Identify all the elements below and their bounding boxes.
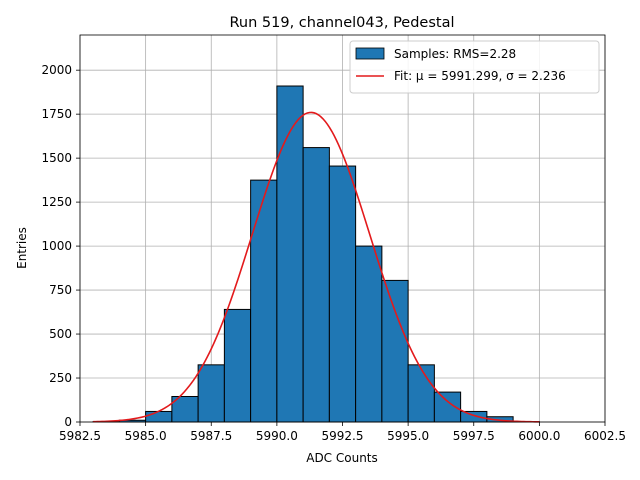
y-tick-label: 2000 [41, 63, 72, 77]
histogram-bar [250, 179, 278, 423]
y-axis-label: Entries [15, 227, 29, 269]
chart-title: Run 519, channel043, Pedestal [229, 15, 454, 31]
histogram-bar [328, 165, 357, 423]
legend-label-fit: Fit: μ = 5991.299, σ = 2.236 [394, 69, 566, 83]
y-tick-label: 750 [49, 283, 72, 297]
y-tick-label: 500 [49, 327, 72, 341]
legend: Samples: RMS=2.28 Fit: μ = 5991.299, σ =… [349, 40, 600, 94]
histogram-bar [381, 279, 409, 423]
y-tick-label: 250 [49, 371, 72, 385]
x-tick-label: 5982.5 [59, 429, 101, 443]
legend-patch-samples [355, 47, 385, 60]
x-tick-label: 6000.0 [518, 429, 560, 443]
x-tick-label: 5995.0 [387, 429, 429, 443]
y-tick-label: 1500 [41, 151, 72, 165]
histogram-bar [223, 308, 252, 423]
y-tick-label: 1250 [41, 195, 72, 209]
y-axis-ticks: 0 250 500 750 1000 1250 1500 1750 2000 [41, 63, 80, 429]
histogram-bar [276, 85, 304, 423]
histogram-bars [92, 85, 540, 423]
legend-label-samples: Samples: RMS=2.28 [394, 47, 516, 61]
x-tick-label: 5992.5 [322, 429, 364, 443]
histogram-bar [197, 364, 225, 423]
x-axis-ticks: 5982.5 5985.0 5987.5 5990.0 5992.5 5995.0 5997… [59, 422, 626, 443]
x-tick-label: 5990.0 [256, 429, 298, 443]
x-tick-label: 5985.0 [125, 429, 167, 443]
fit-curve [93, 111, 540, 423]
histogram-bar [302, 147, 330, 423]
legend-box [349, 40, 600, 94]
histogram-bar [407, 364, 435, 423]
y-tick-label: 1000 [41, 239, 72, 253]
x-tick-label: 5997.5 [453, 429, 495, 443]
x-axis-label: ADC Counts [306, 451, 378, 465]
y-tick-label: 1750 [41, 107, 72, 121]
x-tick-label: 5987.5 [190, 429, 232, 443]
x-tick-label: 6002.5 [584, 429, 626, 443]
y-tick-label: 0 [64, 415, 72, 429]
histogram-bar [460, 410, 488, 423]
histogram-bar [145, 410, 173, 423]
histogram-bar [355, 245, 383, 423]
